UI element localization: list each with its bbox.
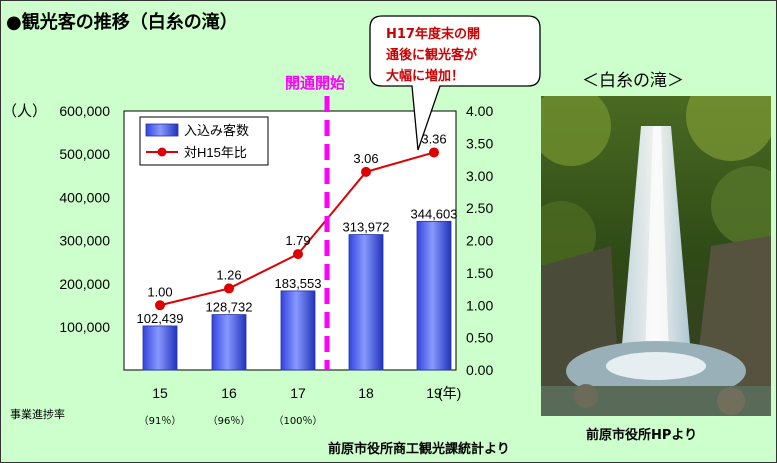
ratio-point-18	[361, 166, 371, 177]
right-tick-label: 4.00	[466, 103, 493, 119]
right-tick-label: 2.50	[466, 200, 493, 216]
bar-19	[416, 220, 452, 371]
bar-value-label: 102,439	[137, 311, 184, 326]
bar-17	[280, 290, 316, 371]
legend: 入込み客数 対H15年比	[139, 116, 269, 166]
photo-credit: 前原市役所HPより	[586, 428, 698, 443]
category-label: 19	[426, 385, 442, 401]
left-tick-label: 600,000	[59, 103, 110, 119]
bar-18	[348, 234, 384, 371]
right-tick-label: 3.50	[466, 135, 493, 151]
left-tick-label: 100,000	[59, 319, 110, 335]
right-tick-label: 2.00	[466, 233, 493, 249]
ratio-point-15	[155, 300, 165, 311]
bar-value-label: 183,553	[275, 276, 322, 291]
category-label: 15	[152, 385, 168, 401]
chart-title: ●観光客の推移（白糸の滝）	[6, 12, 238, 33]
photo-title: ＜白糸の滝＞	[582, 71, 684, 91]
callout-line-3: 大幅に増加！	[386, 68, 464, 84]
right-tick-label: 1.50	[466, 265, 493, 281]
ratio-value-label: 1.00	[147, 284, 172, 299]
legend-line-marker	[157, 147, 167, 157]
ratio-value-label: 3.36	[421, 131, 446, 146]
category-label: 16	[221, 385, 237, 401]
progress-value-15: （91％）	[138, 416, 182, 427]
left-tick-label: 300,000	[59, 233, 110, 249]
right-tick-label: 0.00	[466, 362, 493, 378]
left-tick-label: 200,000	[59, 276, 110, 292]
right-tick-label: 3.00	[466, 168, 493, 184]
legend-line-label: 対H15年比	[184, 145, 247, 160]
source-note: 前原市役所商工観光課統計より	[328, 442, 510, 457]
right-tick-label: 1.00	[466, 297, 493, 313]
progress-value-16: （96％）	[207, 416, 251, 427]
bar-15	[142, 325, 178, 371]
ratio-point-19	[429, 147, 439, 158]
right-tick-label: 0.50	[466, 330, 493, 346]
opening-marker-label: 開通開始	[285, 74, 345, 92]
progress-label: 事業進捗率	[10, 408, 65, 421]
left-axis-unit: （人）	[2, 103, 47, 120]
x-axis-unit: (年)	[438, 385, 461, 401]
ratio-point-16	[224, 283, 234, 294]
progress-value-17: （100％）	[273, 416, 323, 427]
category-label: 17	[290, 385, 306, 401]
bar-value-label: 313,972	[343, 220, 390, 235]
callout-bubble: H17年度末の開 通後に観光客が 大幅に増加！	[369, 15, 541, 151]
callout-line-2: 通後に観光客が	[386, 47, 477, 63]
left-tick-label: 500,000	[59, 146, 110, 162]
ratio-value-label: 1.79	[285, 233, 310, 248]
legend-bar-label: 入込み客数	[184, 123, 249, 138]
ratio-value-label: 3.06	[353, 151, 378, 166]
legend-bar-swatch	[145, 123, 179, 137]
waterfall-photo	[541, 96, 771, 416]
ratio-value-label: 1.26	[216, 267, 241, 282]
ratio-point-17	[293, 249, 303, 260]
bar-value-label: 344,603	[411, 206, 458, 221]
bar-16	[211, 314, 247, 371]
bar-value-label: 128,732	[206, 300, 253, 315]
category-label: 18	[358, 385, 374, 401]
callout-line-1: H17年度末の開	[386, 26, 480, 42]
left-tick-label: 400,000	[59, 189, 110, 205]
